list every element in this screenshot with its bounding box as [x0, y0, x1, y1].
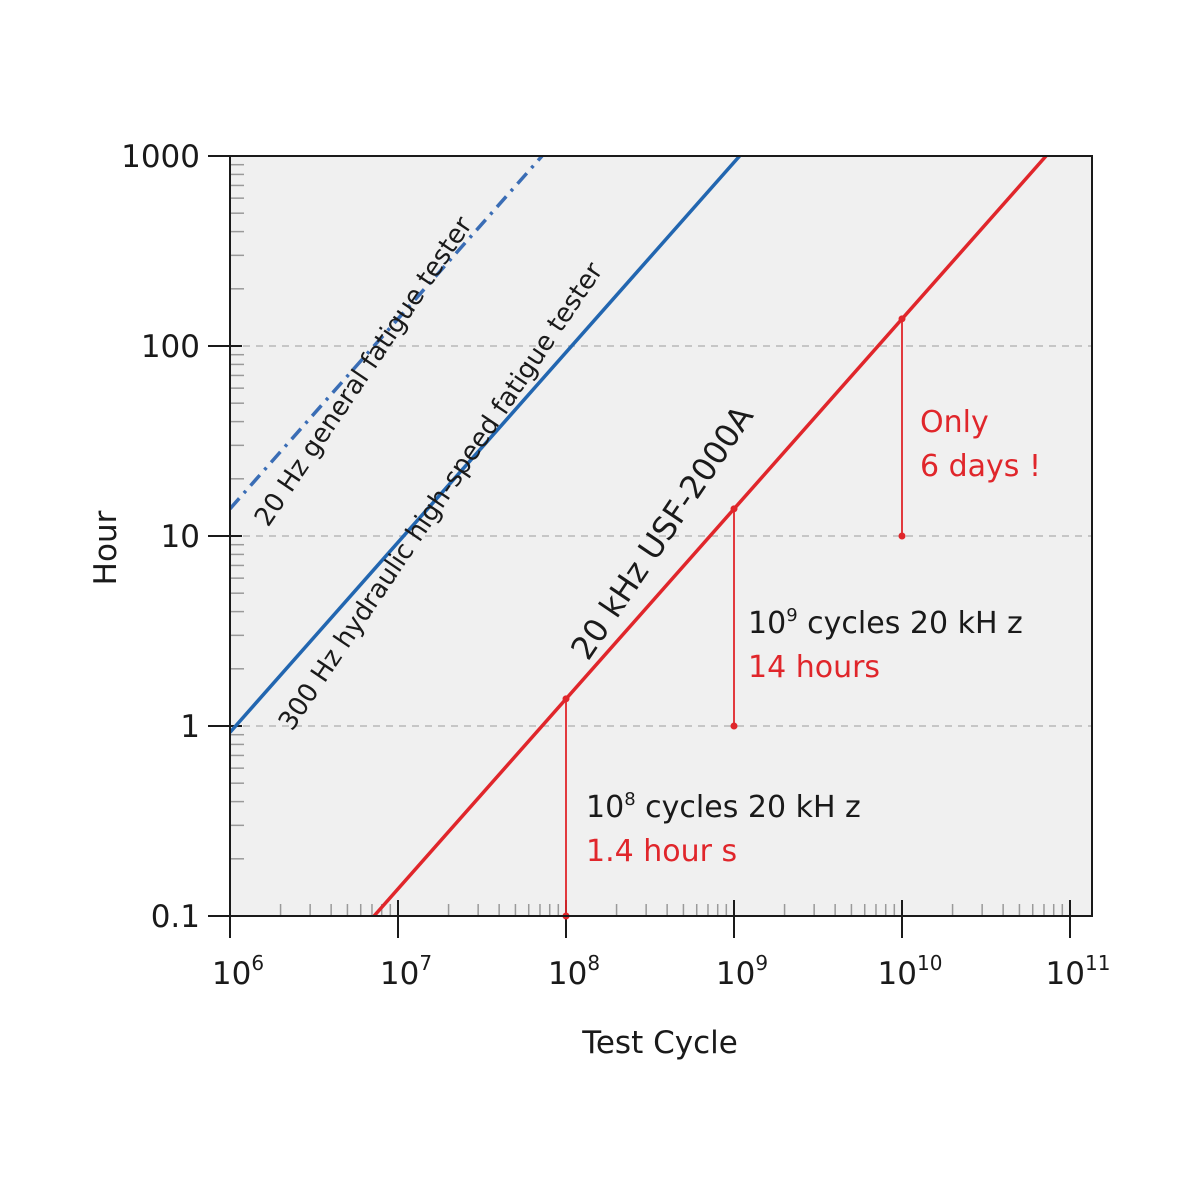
x-tick-label: 107 — [380, 951, 432, 992]
annotation-only: Only — [920, 405, 989, 440]
markers — [562, 315, 906, 920]
marker-dot-bottom-2 — [898, 532, 906, 540]
annotation-6-days: 6 days ! — [920, 449, 1041, 484]
minor-ticks — [230, 163, 1064, 916]
x-tick-label: 108 — [548, 951, 600, 992]
series-line-2 — [372, 156, 1048, 916]
series-lines — [230, 156, 1048, 916]
x-tick-label: 109 — [716, 951, 768, 992]
x-tick-label: 106 — [212, 951, 264, 992]
annotation-1e8-hours: 1.4 hour s — [586, 834, 737, 869]
series-line-1 — [230, 156, 741, 734]
y-axis-title: Hour — [88, 510, 124, 585]
x-axis-title: Test Cycle — [581, 1025, 738, 1061]
y-tick-label: 0.1 — [151, 899, 200, 935]
x-tick-labels: 106 107 108 109 1010 1011 — [212, 951, 1111, 992]
y-tick-label: 1 — [180, 709, 200, 745]
marker-dot-top-0 — [562, 695, 570, 703]
y-tick-labels: 0.1 1 10 100 1000 — [121, 139, 200, 935]
annotation-1e9-hours: 14 hours — [748, 650, 880, 685]
y-tick-label: 10 — [161, 519, 200, 555]
marker-dot-top-1 — [730, 505, 738, 513]
plot-frame — [229, 155, 1093, 917]
y-tick-label: 1000 — [121, 139, 200, 175]
x-tick-label: 1011 — [1046, 951, 1111, 992]
annotation-1e8-cycles: 108 cycles 20 kH z — [586, 789, 861, 825]
y-tick-label: 100 — [141, 329, 200, 365]
x-tick-label: 1010 — [878, 951, 943, 992]
marker-dot-top-2 — [898, 315, 906, 323]
marker-dot-bottom-1 — [730, 722, 738, 730]
annotation-1e9-cycles: 109 cycles 20 kH z — [748, 605, 1023, 641]
